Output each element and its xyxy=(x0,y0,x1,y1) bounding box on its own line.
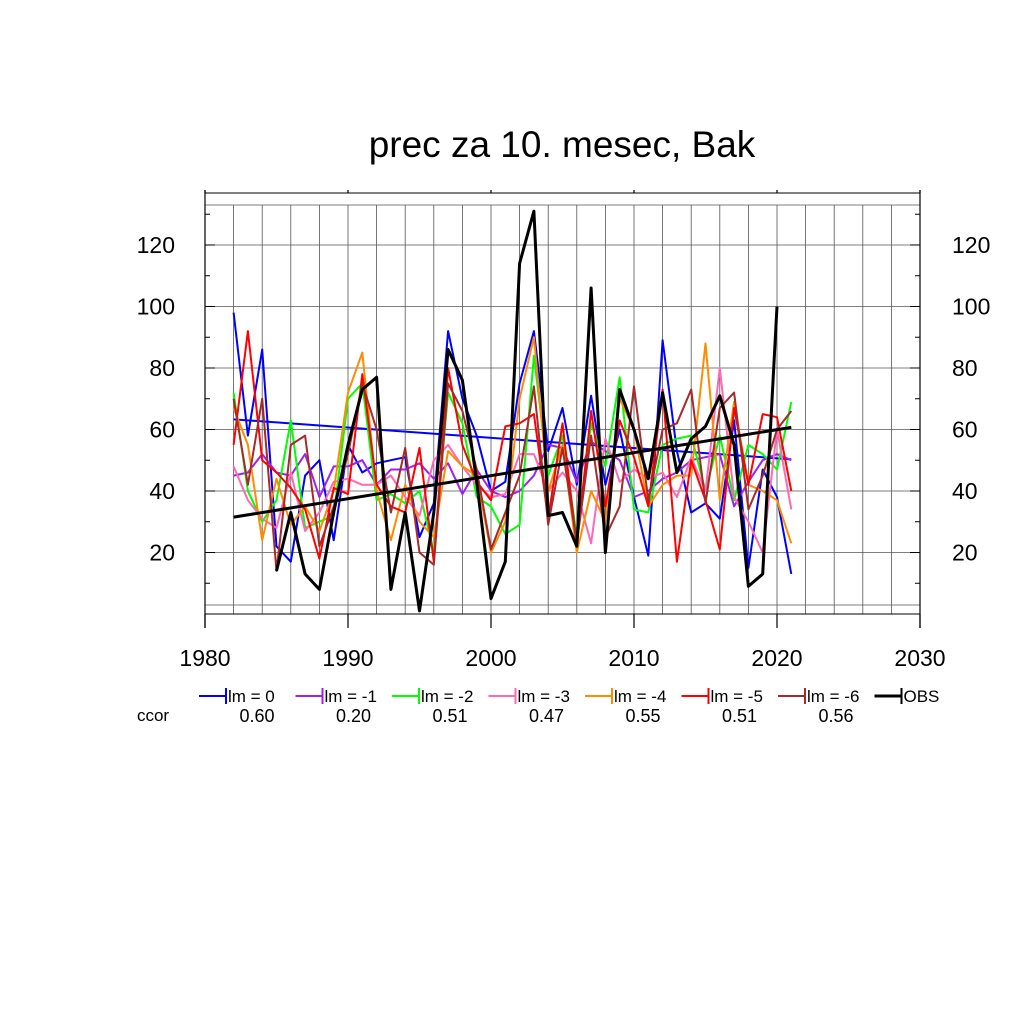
y-tick-label-left-20: 20 xyxy=(149,539,175,565)
series-obs-trend-line xyxy=(233,425,792,519)
legend-lm-5-ccor-value: 0.51 xyxy=(722,706,757,726)
legend-lm-0-label: lm = 0 xyxy=(228,687,275,706)
y-tick-label-left-40: 40 xyxy=(149,478,175,504)
y-tick-label-right-120: 120 xyxy=(952,232,990,258)
series-lm-6-line xyxy=(232,382,793,572)
legend-lm-4-ccor-value: 0.55 xyxy=(625,706,660,726)
legend-lm-1-ccor-value: 0.20 xyxy=(336,706,371,726)
legend-lm-5-label: lm = -5 xyxy=(711,687,763,706)
y-tick-label-left-80: 80 xyxy=(149,355,175,381)
x-tick-label-2010: 2010 xyxy=(608,645,659,671)
x-tick-label-1980: 1980 xyxy=(179,645,230,671)
legend-lm-4-label: lm = -4 xyxy=(614,687,666,706)
series-lm-3-line xyxy=(232,367,793,554)
series-obs-line xyxy=(275,209,779,613)
x-tick-label-1990: 1990 xyxy=(322,645,373,671)
chart-title: prec za 10. mesec, Bak xyxy=(369,124,756,165)
y-tick-label-right-80: 80 xyxy=(952,355,978,381)
y-tick-label-left-60: 60 xyxy=(149,416,175,442)
series-lm-4-line xyxy=(232,336,793,554)
x-tick-label-2020: 2020 xyxy=(751,645,802,671)
y-tick-label-left-100: 100 xyxy=(137,293,175,319)
y-tick-label-left-120: 120 xyxy=(137,232,175,258)
legend-lm-2-ccor-value: 0.51 xyxy=(432,706,467,726)
legend-lm-0-ccor-value: 0.60 xyxy=(239,706,274,726)
grid-lines xyxy=(205,204,920,614)
legend-obs-label: OBS xyxy=(904,687,940,706)
legend-lm-3-ccor-value: 0.47 xyxy=(529,706,564,726)
x-tick-label-2030: 2030 xyxy=(894,645,945,671)
legend-lm-6-label: lm = -6 xyxy=(807,687,859,706)
y-tick-label-right-20: 20 xyxy=(952,539,978,565)
legend-lm-2-label: lm = -2 xyxy=(421,687,473,706)
plot-frame xyxy=(204,190,921,628)
legend-lm-6-ccor-value: 0.56 xyxy=(818,706,853,726)
series-lines xyxy=(232,209,793,613)
legend-lm-1-label: lm = -1 xyxy=(325,687,377,706)
x-tick-label-2000: 2000 xyxy=(465,645,516,671)
ccor-label: ccor xyxy=(137,706,169,725)
legend-lm-3-label: lm = -3 xyxy=(518,687,570,706)
y-tick-label-right-60: 60 xyxy=(952,416,978,442)
y-tick-label-right-100: 100 xyxy=(952,293,990,319)
y-tick-label-right-40: 40 xyxy=(952,478,978,504)
